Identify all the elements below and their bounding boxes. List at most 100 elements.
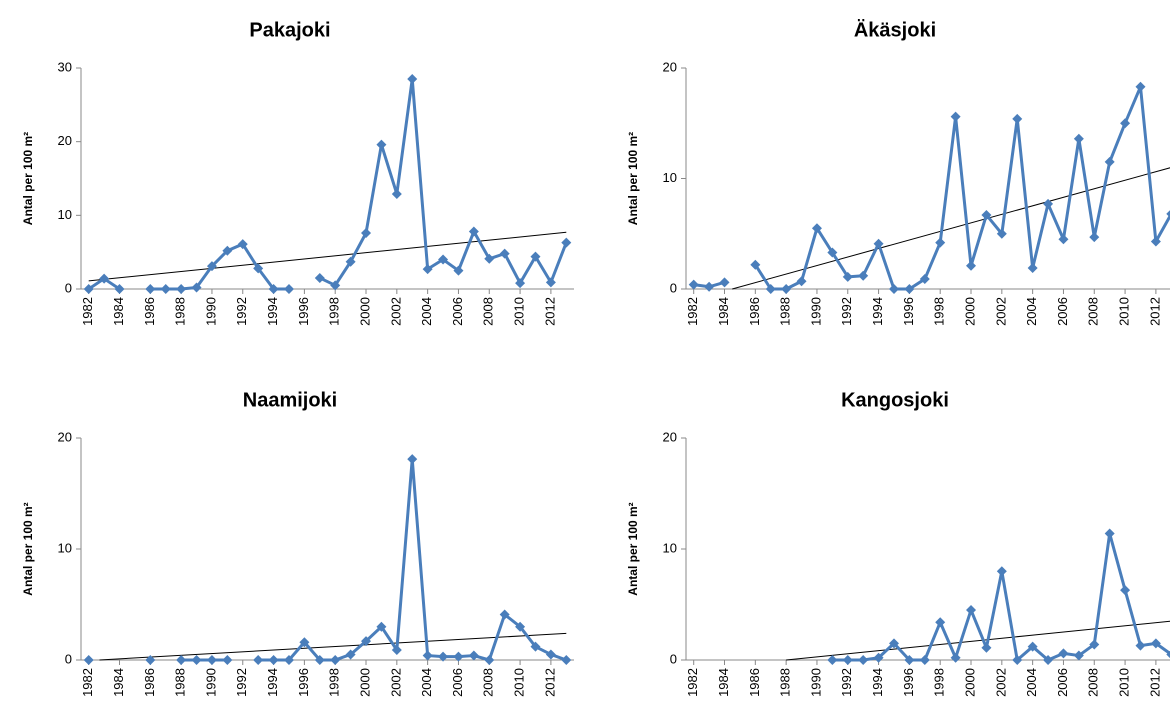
x-tick-label: 1988 <box>778 297 793 326</box>
data-point <box>422 264 433 275</box>
data-point <box>391 645 402 656</box>
data-point <box>1150 236 1161 247</box>
x-tick-label: 2008 <box>481 297 496 326</box>
y-axis-label: Antal per 100 m² <box>21 502 35 595</box>
data-point <box>222 655 233 665</box>
data-point <box>438 651 449 662</box>
trend-line <box>99 632 567 661</box>
data-point <box>704 281 715 292</box>
data-point <box>1135 81 1146 92</box>
x-tick-label: 2010 <box>512 668 527 697</box>
data-point <box>376 139 387 150</box>
data-point <box>515 621 526 632</box>
y-tick-label: 20 <box>58 429 72 444</box>
data-point <box>484 253 495 264</box>
y-tick-label: 0 <box>670 651 677 666</box>
x-tick-label: 2004 <box>419 297 434 326</box>
data-point <box>83 284 94 294</box>
x-tick-label: 2008 <box>1086 668 1101 697</box>
data-point <box>283 655 294 665</box>
y-tick-label: 20 <box>663 429 677 444</box>
y-tick-label: 10 <box>58 540 72 555</box>
x-tick-label: 2002 <box>993 297 1008 326</box>
x-tick-label: 2002 <box>993 668 1008 697</box>
x-tick-label: 1992 <box>839 297 854 326</box>
data-point <box>1043 198 1054 209</box>
data-point <box>268 655 279 665</box>
data-point <box>530 641 541 652</box>
chart-title: Kangosjoki <box>841 389 949 411</box>
data-point <box>545 649 556 660</box>
x-tick-label: 1986 <box>142 297 157 326</box>
chart-title: Naamijoki <box>243 389 337 411</box>
x-tick-label: 2008 <box>481 668 496 697</box>
x-tick-label: 2004 <box>1024 297 1039 326</box>
data-point <box>935 617 946 628</box>
x-tick-label: 1990 <box>808 668 823 697</box>
data-point <box>904 284 915 294</box>
data-point <box>314 655 325 665</box>
x-tick-label: 2000 <box>962 668 977 697</box>
chart: Pakajoki Antal per 100 m² 0 10 20 30 1982 1984 1… <box>21 19 574 326</box>
x-tick-label: 1994 <box>265 668 280 697</box>
chart-title: Pakajoki <box>249 19 330 41</box>
y-tick-label: 10 <box>58 207 72 222</box>
data-point <box>191 282 202 293</box>
data-point <box>545 277 556 288</box>
x-tick-label: 2012 <box>1147 297 1162 326</box>
data-point <box>253 263 264 274</box>
data-line <box>832 531 1170 662</box>
y-tick-label: 10 <box>663 540 677 555</box>
data-point <box>1089 639 1100 650</box>
x-tick-label: 1988 <box>173 297 188 326</box>
data-point <box>1058 648 1069 659</box>
x-tick-label: 1990 <box>808 297 823 326</box>
data-point <box>145 655 156 665</box>
data-point <box>981 209 992 220</box>
x-tick-label: 2012 <box>542 297 557 326</box>
data-point <box>206 655 217 665</box>
data-point <box>237 239 248 250</box>
data-point <box>1027 641 1038 652</box>
data-point <box>1166 650 1170 659</box>
data-point <box>422 650 433 661</box>
data-point <box>484 655 495 665</box>
data-point <box>468 650 479 661</box>
data-point <box>376 621 387 632</box>
data-point <box>842 655 853 665</box>
y-axis-label: Antal per 100 m² <box>21 132 35 225</box>
data-point <box>1120 585 1131 596</box>
data-point <box>283 284 294 294</box>
data-point <box>1120 118 1131 129</box>
x-tick-label: 1982 <box>80 297 95 326</box>
data-point <box>468 226 479 237</box>
x-tick-label: 1988 <box>173 668 188 697</box>
data-point <box>827 655 838 665</box>
data-point <box>407 454 418 465</box>
data-point <box>268 284 279 294</box>
data-point <box>499 248 510 259</box>
x-tick-label: 1996 <box>296 668 311 697</box>
x-tick-label: 1988 <box>778 668 793 697</box>
x-tick-label: 1982 <box>80 668 95 697</box>
data-point <box>796 276 807 287</box>
data-point <box>453 265 464 276</box>
x-tick-label: 1996 <box>296 297 311 326</box>
data-point <box>1104 156 1115 167</box>
x-tick-label: 1990 <box>203 668 218 697</box>
x-tick-label: 2006 <box>1055 668 1070 697</box>
x-tick-label: 2006 <box>450 297 465 326</box>
data-point <box>858 655 869 665</box>
x-tick-label: 2012 <box>542 668 557 697</box>
data-point <box>314 272 325 283</box>
data-point <box>966 260 977 271</box>
data-point <box>83 655 94 665</box>
data-point <box>160 284 171 294</box>
data-point <box>114 284 125 294</box>
x-tick-label: 1986 <box>142 668 157 697</box>
data-point <box>1012 113 1023 124</box>
x-tick-label: 1984 <box>111 297 126 326</box>
x-tick-label: 1994 <box>870 297 885 326</box>
x-tick-label: 1984 <box>716 668 731 697</box>
